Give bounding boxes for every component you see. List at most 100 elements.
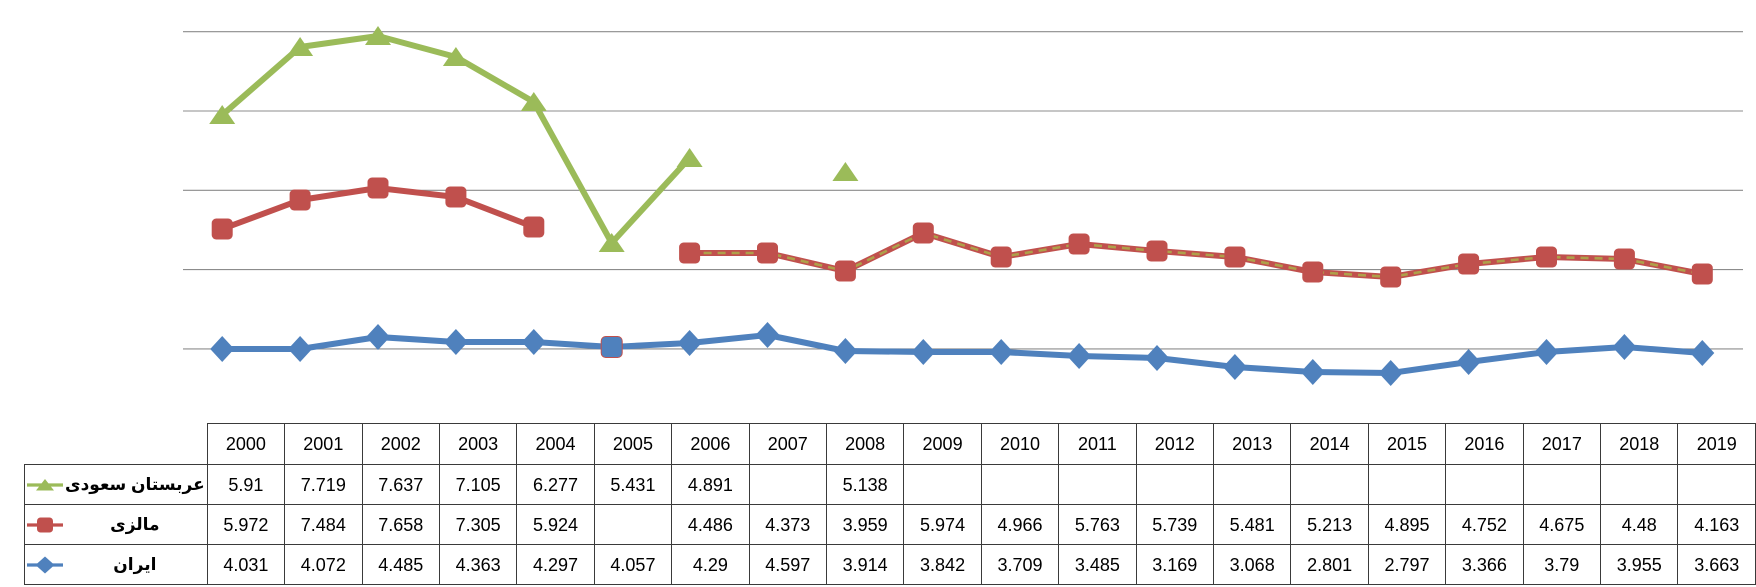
legend-key-triangle-icon bbox=[27, 478, 63, 490]
value-cell: 4.48 bbox=[1600, 504, 1679, 545]
year-header-cell: 2003 bbox=[438, 423, 518, 465]
data-point-marker-square bbox=[1536, 246, 1557, 268]
data-point-marker-diamond bbox=[1145, 345, 1169, 371]
value-cell: 3.914 bbox=[825, 544, 905, 585]
value-cell: 4.597 bbox=[748, 544, 827, 585]
year-header-cell: 2013 bbox=[1212, 423, 1292, 465]
value-cell: 5.763 bbox=[1058, 504, 1137, 545]
data-point-marker-triangle bbox=[209, 105, 236, 124]
value-cell: 7.305 bbox=[438, 504, 518, 545]
data-point-marker-diamond bbox=[443, 329, 468, 355]
value-cell bbox=[1058, 464, 1137, 505]
data-point-marker-square bbox=[289, 189, 311, 211]
value-cell: 4.031 bbox=[206, 544, 286, 585]
data-point-marker-square bbox=[211, 218, 233, 240]
value-cell bbox=[748, 464, 827, 505]
series-label-wrap: ایران bbox=[27, 555, 205, 575]
year-header-cell: 2010 bbox=[980, 423, 1060, 465]
value-cell: 4.373 bbox=[748, 504, 827, 545]
series-label: ایران bbox=[113, 555, 157, 574]
value-cell: 7.484 bbox=[284, 504, 363, 545]
data-point-marker-triangle bbox=[832, 162, 859, 181]
value-cell: 5.481 bbox=[1212, 504, 1292, 545]
series-malaysia bbox=[211, 177, 1713, 288]
year-header-cell: 2008 bbox=[825, 423, 905, 465]
value-cell: 5.972 bbox=[206, 504, 286, 545]
value-cell: 3.959 bbox=[825, 504, 905, 545]
data-point-marker-diamond bbox=[288, 336, 313, 362]
value-cell: 5.924 bbox=[516, 504, 595, 545]
year-header-cell: 2004 bbox=[516, 423, 595, 465]
value-cell: 4.297 bbox=[516, 544, 595, 585]
value-cell: 4.29 bbox=[671, 544, 750, 585]
value-cell: 7.658 bbox=[361, 504, 440, 545]
value-cell: 5.974 bbox=[903, 504, 982, 545]
value-cell: 7.637 bbox=[361, 464, 440, 505]
data-point-marker-diamond bbox=[1378, 360, 1403, 386]
year-header-cell: 2009 bbox=[903, 423, 982, 465]
data-point-marker-diamond bbox=[677, 330, 702, 356]
value-cell bbox=[1522, 464, 1602, 505]
value-cell: 3.955 bbox=[1600, 544, 1679, 585]
value-cell: 3.366 bbox=[1445, 544, 1524, 585]
value-cell: 4.486 bbox=[671, 504, 750, 545]
data-table: 2000 2001 2002 2003 2004 2005 2006 2007 2008 2009… bbox=[24, 423, 1756, 585]
year-header-cell: 2001 bbox=[284, 423, 363, 465]
data-point-marker-diamond bbox=[366, 324, 390, 350]
value-cell bbox=[903, 464, 982, 505]
data-point-marker-square bbox=[1691, 263, 1713, 285]
data-point-marker-square bbox=[1302, 261, 1324, 283]
data-point-marker-diamond bbox=[1300, 359, 1325, 385]
series-iran bbox=[210, 322, 1715, 386]
value-cell: 7.719 bbox=[284, 464, 363, 505]
table-row: ایران 4.031 4.072 4.485 4.363 4.297 4.057 4.29 4… bbox=[24, 544, 1756, 585]
data-point-marker-square bbox=[1224, 246, 1246, 268]
series-line bbox=[219, 33, 693, 246]
value-cell: 3.709 bbox=[980, 544, 1060, 585]
series-label-cell: ایران bbox=[24, 544, 208, 585]
year-header-cell: 2000 bbox=[206, 423, 286, 465]
value-cell: 3.79 bbox=[1522, 544, 1602, 585]
dashed-overlay-line bbox=[689, 231, 1703, 279]
year-header-cell: 2014 bbox=[1290, 423, 1369, 465]
data-point-marker-square bbox=[445, 186, 467, 208]
value-cell bbox=[1135, 464, 1214, 505]
value-cell: 3.663 bbox=[1677, 544, 1756, 585]
line-chart-plot bbox=[183, 26, 1743, 386]
data-point-marker-square bbox=[1380, 266, 1402, 288]
data-point-marker-square bbox=[367, 177, 389, 199]
series-label: مالزی bbox=[110, 515, 160, 534]
value-cell: 5.739 bbox=[1135, 504, 1214, 545]
data-point-marker-diamond bbox=[210, 336, 235, 362]
data-point-marker-diamond bbox=[989, 339, 1014, 365]
value-cell bbox=[1290, 464, 1369, 505]
data-point-marker-square bbox=[523, 216, 545, 238]
value-cell: 5.431 bbox=[593, 464, 673, 505]
legend-key-diamond-icon bbox=[27, 556, 63, 573]
value-cell: 3.485 bbox=[1058, 544, 1137, 585]
value-cell: 6.277 bbox=[516, 464, 595, 505]
value-cell bbox=[1445, 464, 1524, 505]
value-cell: 5.213 bbox=[1290, 504, 1369, 545]
value-cell bbox=[1600, 464, 1679, 505]
data-point-marker-diamond bbox=[755, 322, 780, 348]
value-cell bbox=[1367, 464, 1447, 505]
data-point-marker-triangle bbox=[365, 26, 391, 45]
data-point-marker-diamond bbox=[1067, 343, 1092, 369]
data-point-marker-triangle bbox=[287, 37, 314, 56]
series-saudi-arabia bbox=[209, 26, 859, 252]
value-cell bbox=[1212, 464, 1292, 505]
value-cell: 4.072 bbox=[284, 544, 363, 585]
data-point-marker-square bbox=[834, 260, 856, 282]
value-cell: 5.138 bbox=[825, 464, 905, 505]
year-header-cell: 2011 bbox=[1058, 423, 1137, 465]
value-cell: 4.895 bbox=[1367, 504, 1447, 545]
value-cell bbox=[1677, 464, 1756, 505]
year-header-cell: 2017 bbox=[1522, 423, 1602, 465]
value-cell: 4.057 bbox=[593, 544, 673, 585]
data-point-marker-diamond bbox=[1612, 334, 1637, 360]
year-header-cell: 2007 bbox=[748, 423, 827, 465]
corner-cell bbox=[25, 424, 208, 465]
data-point-marker-square bbox=[679, 242, 701, 264]
series-line bbox=[219, 332, 1706, 376]
